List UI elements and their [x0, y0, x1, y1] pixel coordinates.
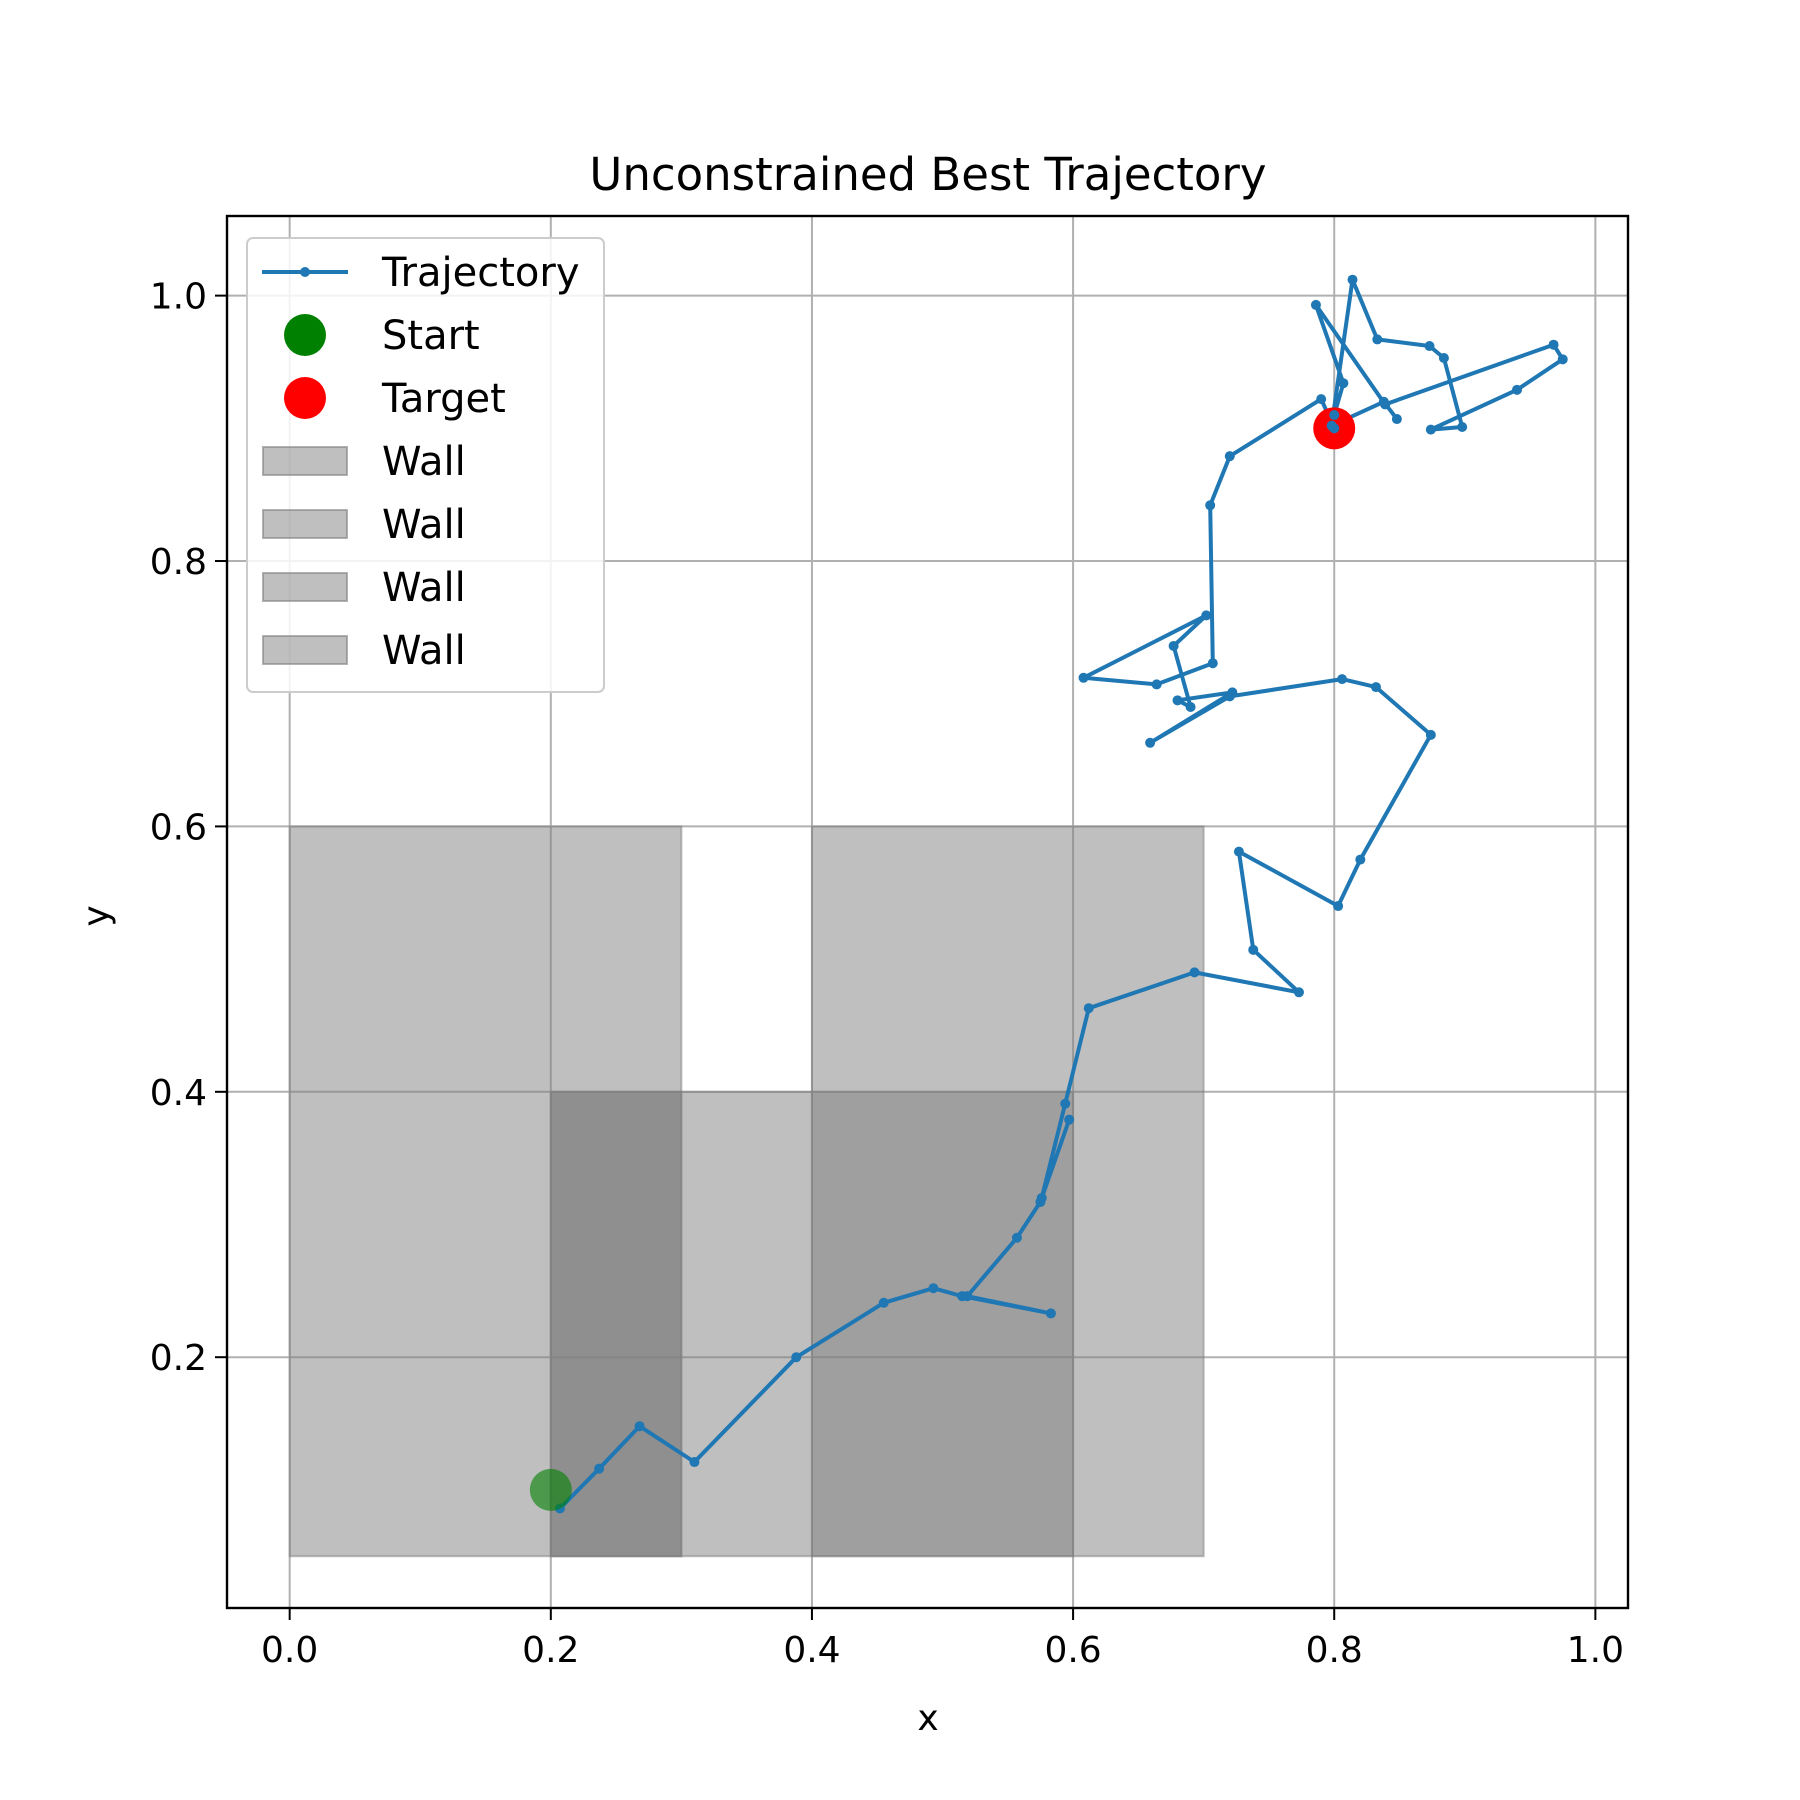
legend-label-line: Trajectory	[381, 250, 580, 296]
trajectory-point	[1548, 339, 1559, 350]
x-axis-ticks: 0.0 0.2 0.4 0.6 0.8 1.0	[261, 1608, 1624, 1671]
legend-label-start: Start	[382, 313, 480, 359]
trajectory-point	[1060, 1098, 1071, 1109]
walls	[288, 825, 1205, 1558]
legend-wall-swatch	[262, 572, 348, 602]
trajectory-point	[1078, 672, 1089, 683]
legend-label-wall: Wall	[382, 439, 466, 485]
trajectory-point	[1083, 1003, 1094, 1014]
y-axis-label: y	[76, 905, 117, 926]
trajectory-point	[1227, 687, 1238, 698]
trajectory-point	[1338, 378, 1349, 389]
y-tick-label: 0.6	[150, 807, 207, 848]
trajectory-point	[1310, 299, 1321, 310]
trajectory-point	[1425, 729, 1436, 740]
legend-target-swatch	[284, 377, 326, 419]
x-tick-label: 0.2	[522, 1630, 579, 1671]
x-axis-label: x	[917, 1698, 938, 1739]
trajectory-point	[1205, 500, 1216, 511]
y-tick-label: 0.4	[150, 1073, 207, 1114]
legend-start-swatch	[284, 314, 326, 356]
x-tick-label: 0.0	[261, 1630, 318, 1671]
trajectory-point	[1424, 341, 1435, 352]
legend-label-wall: Wall	[382, 565, 466, 611]
plot-area	[225, 214, 1630, 1610]
trajectory-point	[1329, 410, 1340, 421]
trajectory-point	[1425, 424, 1436, 435]
trajectory-point	[1372, 334, 1383, 345]
trajectory-point	[634, 1421, 645, 1432]
x-tick-label: 0.4	[783, 1630, 840, 1671]
trajectory-point	[1355, 854, 1366, 865]
legend: Trajectory Start Target Wall Wall Wall Wall	[246, 237, 605, 693]
wall-3	[810, 825, 1205, 1558]
legend-wall-swatch	[262, 509, 348, 539]
trajectory-point	[1557, 354, 1568, 365]
start-marker	[529, 1468, 572, 1511]
trajectory-point	[594, 1463, 605, 1474]
trajectory-point	[1172, 695, 1183, 706]
trajectory-point	[1248, 944, 1259, 955]
trajectory-point	[1337, 674, 1348, 685]
x-tick-label: 0.8	[1306, 1630, 1363, 1671]
trajectory-point	[1438, 352, 1449, 363]
y-tick-label: 0.2	[150, 1338, 207, 1379]
legend-label-wall: Wall	[382, 628, 466, 674]
trajectory-point	[1145, 737, 1156, 748]
trajectory-point	[1378, 396, 1389, 407]
y-tick-label: 1.0	[150, 277, 207, 318]
trajectory-point	[1391, 414, 1402, 425]
trajectory-point	[1347, 274, 1358, 285]
trajectory-point	[1316, 394, 1327, 405]
trajectory-point	[1512, 384, 1523, 395]
x-tick-label: 1.0	[1567, 1630, 1624, 1671]
chart-title: Unconstrained Best Trajectory	[589, 148, 1266, 201]
legend-label-wall: Wall	[382, 502, 466, 548]
trajectory-point	[962, 1291, 973, 1302]
axes-frame	[225, 214, 1630, 1610]
trajectory-point	[1224, 451, 1235, 462]
start-target-markers	[529, 407, 1356, 1511]
trajectory-point	[878, 1297, 889, 1308]
trajectory-point	[1064, 1114, 1075, 1125]
trajectory-point	[1326, 420, 1337, 431]
trajectory-point	[1201, 610, 1212, 621]
legend-wall-swatch	[262, 446, 348, 476]
trajectory-point	[1045, 1308, 1056, 1319]
trajectory-point	[1036, 1192, 1047, 1203]
trajectory-point	[1168, 640, 1179, 651]
trajectory-point	[1185, 701, 1196, 712]
wall-4	[549, 1090, 683, 1558]
trajectory-point	[1293, 987, 1304, 998]
trajectory-point	[1151, 679, 1162, 690]
trajectory-point	[1333, 901, 1344, 912]
trajectory-point	[1233, 846, 1244, 857]
trajectory-point	[1457, 421, 1468, 432]
legend-trajectory-point	[300, 267, 310, 277]
y-axis-ticks: 0.2 0.4 0.6 0.8 1.0	[150, 277, 227, 1379]
trajectory-point	[928, 1283, 939, 1294]
legend-wall-swatch	[262, 635, 348, 665]
trajectory-point	[1371, 682, 1382, 693]
trajectory-point	[1189, 967, 1200, 978]
trajectory-point	[1207, 658, 1218, 669]
y-tick-label: 0.8	[150, 542, 207, 583]
trajectory-point	[689, 1457, 700, 1468]
legend-label-target: Target	[381, 376, 506, 422]
trajectory-point	[1011, 1232, 1022, 1243]
trajectory-point	[791, 1352, 802, 1363]
x-tick-label: 0.6	[1044, 1630, 1101, 1671]
